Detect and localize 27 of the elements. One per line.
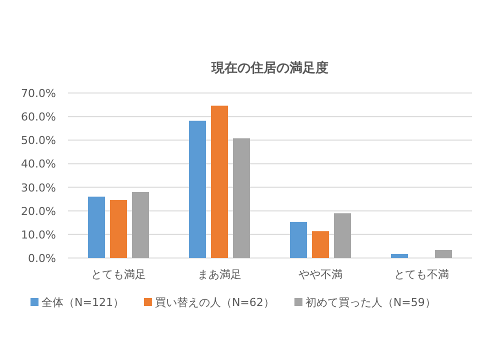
y-tick-label: 30.0% (21, 181, 56, 194)
bar (233, 138, 250, 258)
bar (211, 106, 228, 258)
bar (110, 200, 127, 258)
legend-label: 全体（N=121） (42, 296, 124, 309)
y-tick-label: 20.0% (21, 204, 56, 218)
y-tick-label: 60.0% (21, 110, 56, 124)
x-tick-label: やや不満 (298, 268, 342, 281)
legend-label: 初めて買った人（N=59） (305, 296, 436, 309)
bar (88, 196, 105, 258)
bar (290, 222, 307, 258)
y-tick-label: 40.0% (21, 158, 56, 171)
x-tick-label: とても不満 (394, 268, 449, 281)
y-tick-label: 0.0% (28, 252, 56, 265)
bar (132, 192, 149, 258)
chart-title: 現在の住居の満足度 (210, 60, 328, 76)
y-tick-label: 50.0% (21, 134, 56, 148)
y-tick-label: 70.0% (21, 87, 56, 100)
legend-label: 買い替えの人（N=62） (154, 296, 274, 309)
x-tick-label: とても満足 (91, 268, 146, 281)
bar (435, 250, 452, 258)
x-tick-label: まあ満足 (198, 268, 242, 281)
y-tick-label: 10.0% (21, 228, 56, 242)
bar (334, 213, 351, 258)
bar (189, 120, 206, 258)
bar (391, 254, 408, 258)
bar (312, 231, 329, 258)
